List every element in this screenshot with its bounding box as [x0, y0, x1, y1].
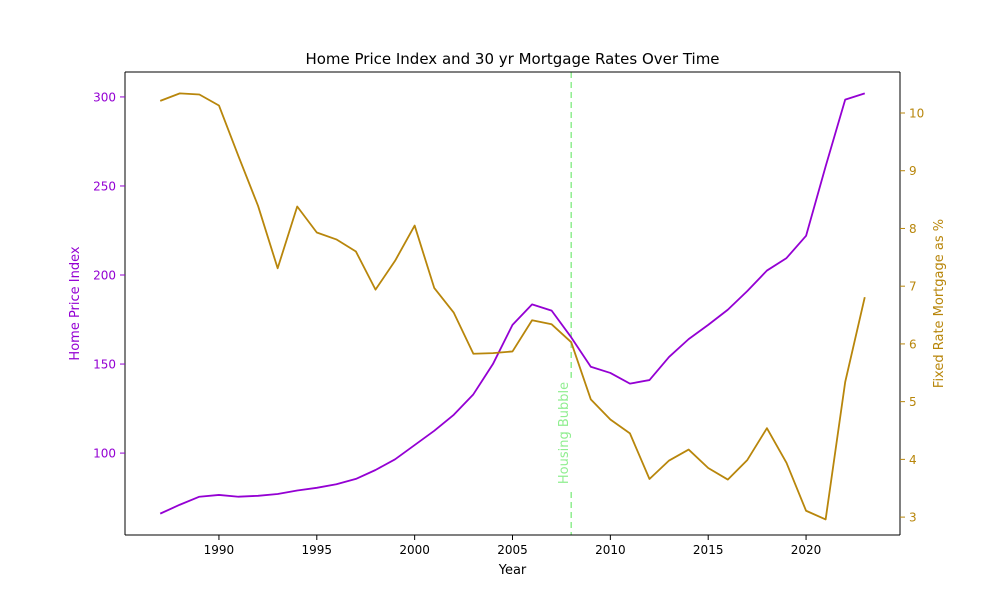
x-tick-label-2000: 2000	[399, 543, 430, 557]
y-left-tick-label-300: 300	[93, 90, 116, 104]
y-right-tick-label-8: 8	[909, 222, 917, 236]
y-left-tick-label-200: 200	[93, 269, 116, 283]
series-line-left	[159, 92, 866, 515]
y-left-tick-label-250: 250	[93, 179, 116, 193]
x-tick-label-2005: 2005	[497, 543, 528, 557]
annotation-label-0: Housing Bubble	[557, 382, 572, 484]
y-left-tick-label-100: 100	[93, 447, 116, 461]
x-tick-label-2015: 2015	[693, 543, 724, 557]
y-right-tick-label-4: 4	[909, 453, 917, 467]
chart-title: Home Price Index and 30 yr Mortgage Rate…	[305, 50, 719, 68]
y-right-tick-label-6: 6	[909, 337, 917, 351]
series-line-right	[159, 92, 866, 521]
plot-area: Housing Bubble	[159, 72, 866, 535]
y-right-tick-label-7: 7	[909, 280, 917, 294]
y-axis-label-right: Fixed Rate Mortgage as %	[932, 219, 947, 388]
y-right-tick-label-3: 3	[909, 511, 917, 525]
x-tick-label-1990: 1990	[204, 543, 235, 557]
x-tick-label-2020: 2020	[791, 543, 822, 557]
y-right-tick-label-9: 9	[909, 164, 917, 178]
x-tick-label-1995: 1995	[302, 543, 333, 557]
annotation-label-background-0	[563, 377, 580, 489]
y-right-tick-label-5: 5	[909, 395, 917, 409]
y-axis-label-left: Home Price Index	[68, 246, 83, 360]
y-left-tick-label-150: 150	[93, 358, 116, 372]
axes: 1990 1995 2000 2005 2010 2015 2020 100 150 200 250…	[93, 71, 924, 557]
x-axis-label: Year	[498, 563, 527, 578]
y-right-tick-label-10: 10	[909, 106, 924, 120]
x-tick-label-2010: 2010	[595, 543, 626, 557]
